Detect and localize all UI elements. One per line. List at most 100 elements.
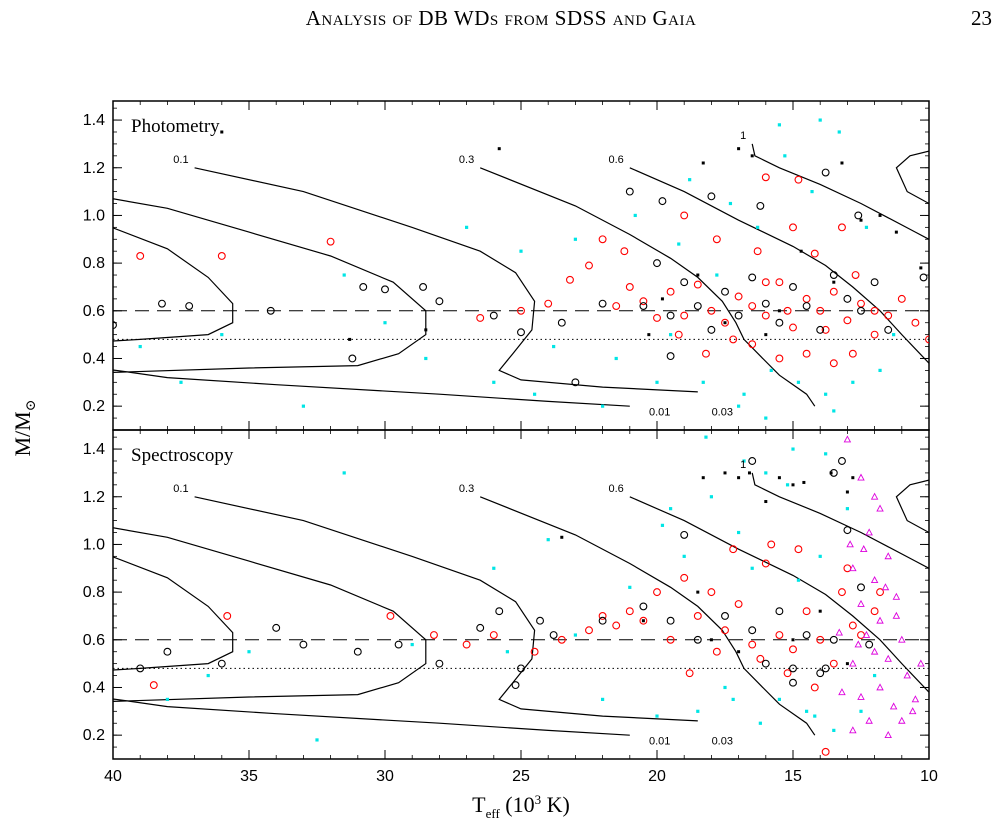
data-point [530,647,539,656]
curve-label: 0.03 [712,736,733,748]
data-point [911,318,920,327]
data-point [791,638,795,642]
curve-label: 1 [740,459,746,471]
data-point [783,669,792,678]
y-tick-label: 1.4 [83,112,105,129]
data-point [639,302,648,310]
data-point [492,566,496,570]
data-point [701,380,705,384]
data-point [560,535,564,539]
data-point [884,654,892,662]
data-point [810,249,819,258]
data-point [217,252,226,260]
data-point [816,669,825,678]
data-point [299,640,308,649]
y-tick-label: 0.2 [83,398,105,415]
data-point [810,683,819,692]
curve-label: 0.6 [609,483,624,495]
data-point [723,471,727,475]
data-point [674,330,683,339]
data-point [696,590,700,594]
data-point [884,731,892,739]
data-point [737,404,741,408]
data-point [598,612,607,620]
data-point [777,309,781,313]
data-point [693,612,702,620]
data-point [857,306,865,315]
data-point [777,476,781,480]
data-point [884,552,892,560]
data-point [898,716,906,724]
data-point [761,559,770,568]
curve-label: 0.3 [459,483,474,495]
cooling-curve [479,167,816,407]
data-point [753,247,762,256]
data-point [517,306,525,315]
data-point [810,189,814,194]
data-point [179,380,183,384]
data-point [747,471,751,475]
data-point [728,201,733,206]
data-point [660,297,664,301]
data-point [492,380,496,384]
data-point [185,302,194,310]
data-point [136,252,145,260]
data-point [775,631,784,639]
data-point [639,297,648,306]
data-point [476,623,485,632]
data-point [712,235,721,244]
data-point [653,313,661,322]
curve-label: 0.01 [649,407,670,419]
data-point [707,325,716,334]
data-point [476,313,485,322]
data-point [794,545,803,554]
data-point [838,588,846,597]
data-point [775,354,784,363]
data-point [821,747,830,756]
data-point [857,299,865,308]
y-tick-label: 0.6 [83,303,105,320]
data-point [802,480,806,484]
data-point [666,616,675,625]
data-point [849,564,857,572]
cooling-curve [113,198,427,373]
data-point [598,299,607,308]
data-point [571,378,580,387]
data-point [734,600,743,608]
data-point [723,321,727,325]
data-point [848,621,857,630]
data-point [669,333,673,337]
x-tick-label: 10 [920,768,938,785]
data-point [832,280,836,284]
data-point [919,273,928,282]
data-point [789,323,797,332]
data-point [517,328,525,337]
data-point [721,626,729,635]
data-point [843,294,852,303]
data-point [612,302,621,310]
data-point [796,380,801,384]
data-point [789,678,797,687]
data-point [870,647,879,655]
data-point [865,716,873,724]
data-point [764,500,768,504]
data-point [750,154,754,158]
data-point [777,697,781,701]
data-point [802,607,811,616]
plot-frame [112,100,930,431]
data-point [829,635,838,644]
data-point [601,697,605,701]
data-point [876,616,884,624]
data-point [748,302,757,310]
data-point [897,294,906,303]
data-point [761,278,770,287]
data-point [342,471,346,475]
data-point [598,616,607,625]
data-point [737,476,741,480]
data-point [775,318,784,327]
data-point [892,333,896,337]
y-tick-label: 0.8 [83,584,105,601]
data-point [601,404,605,408]
data-point [731,697,735,701]
data-point [625,607,634,616]
